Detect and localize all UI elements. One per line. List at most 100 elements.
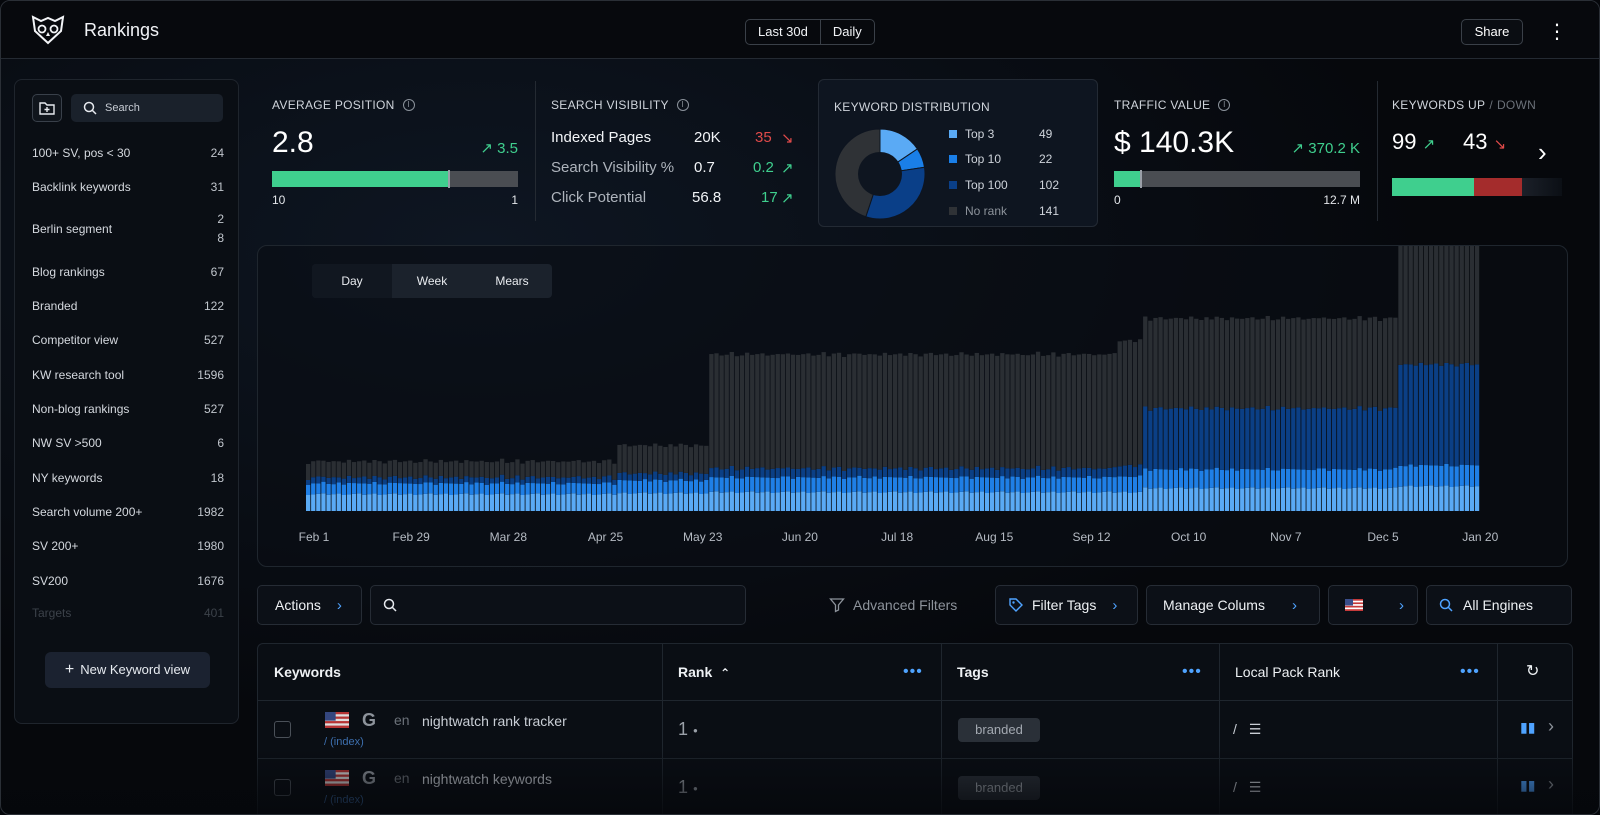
tab-mears[interactable]: Mears (495, 274, 529, 288)
chart-bar-top3 (1367, 488, 1372, 511)
more-vertical-icon[interactable]: ⋮ (1547, 21, 1567, 43)
chart-bar-top100 (566, 477, 571, 483)
chart-bar-top10 (1245, 469, 1250, 488)
chart-bar-top3 (1086, 491, 1092, 511)
column-options-icon[interactable]: ••• (1460, 663, 1480, 680)
chevron-right-icon: › (1399, 596, 1404, 614)
sidebar-item[interactable]: Branded 122 (32, 289, 224, 323)
keyword-text[interactable]: nightwatch keywords (422, 771, 552, 787)
tab-day[interactable]: Day (312, 264, 392, 298)
actions-label: Actions (275, 597, 321, 613)
chart-bar-top10 (1092, 478, 1097, 493)
chart-bar-top3 (831, 492, 837, 511)
chart-bar-top100 (923, 467, 928, 477)
chart-bar-norank (821, 352, 826, 467)
us-flag-icon (1345, 599, 1363, 611)
chart-bar-top3 (1291, 488, 1296, 511)
info-icon[interactable]: i (1218, 99, 1231, 111)
column-options-icon[interactable]: ••• (1182, 663, 1202, 680)
column-header-tags[interactable]: Tags (957, 664, 989, 680)
sidebar-item[interactable]: Blog rankings 67 (32, 254, 224, 289)
period-button[interactable]: Last 30d (758, 24, 808, 39)
chart-bar-top10 (469, 484, 474, 495)
keyword-search-input[interactable] (370, 585, 746, 625)
keyword-distribution-card[interactable]: KEYWORD DISTRIBUTION Top 3 49 Top 10 22 To… (818, 79, 1098, 227)
all-engines-selector[interactable]: All Engines (1426, 585, 1572, 625)
sidebar-item-label: NY keywords (32, 470, 103, 485)
sidebar-search-input[interactable]: Search (71, 94, 223, 122)
sidebar-item[interactable]: SV 200+ 1980 (32, 529, 224, 563)
period-selector[interactable]: Last 30d Daily (745, 19, 875, 45)
chart-bar-top100 (1265, 405, 1270, 468)
list-icon[interactable]: ☰ (1248, 721, 1262, 737)
chart-bar-norank (612, 463, 617, 480)
sidebar-item[interactable]: Competitor view 527 (32, 323, 224, 357)
sidebar-item[interactable]: KW research tool 1596 (32, 357, 224, 392)
table-row[interactable]: G en nightwatch rank tracker / (index) 1… (258, 700, 1572, 758)
chevron-right-icon[interactable]: › (1548, 774, 1554, 794)
chart-bar-top3 (637, 492, 643, 511)
chart-bar-norank (1286, 318, 1291, 409)
sidebar-item[interactable]: 100+ SV, pos < 30 24 (32, 136, 224, 170)
sort-ascending-icon[interactable]: ⌃ (720, 666, 731, 680)
country-selector[interactable]: › (1328, 585, 1418, 625)
row-checkbox[interactable] (274, 721, 291, 738)
sidebar-item[interactable]: NW SV >500 6 (32, 426, 224, 460)
chart-bar-top100 (1326, 408, 1332, 471)
sidebar-item[interactable]: Backlink keywords 31 (32, 170, 224, 204)
interval-button[interactable]: Daily (819, 20, 874, 44)
sidebar-item[interactable]: Targets 401 (32, 598, 224, 628)
chevron-right-icon: › (336, 596, 342, 614)
new-folder-button[interactable] (32, 94, 62, 122)
sidebar-item[interactable]: Search volume 200+ 1982 (32, 495, 224, 529)
keyword-url[interactable]: / (index) (324, 736, 364, 748)
advanced-filters-button[interactable]: Advanced Filters (829, 597, 957, 613)
chart-bar-top10 (1010, 476, 1015, 493)
actions-button[interactable]: Actions › (257, 585, 362, 625)
chart-bar-top3 (561, 494, 566, 511)
chart-bar-top100 (1199, 410, 1204, 471)
sidebar-item[interactable]: SV200 1676 (32, 563, 224, 598)
chart-bar-top100 (826, 470, 831, 479)
row-checkbox[interactable] (274, 779, 291, 796)
tab-week[interactable]: Week (416, 274, 448, 288)
chart-bar-top10 (944, 477, 949, 492)
bar-chart-icon[interactable]: ▮▮ (1520, 777, 1536, 793)
info-icon[interactable]: i (676, 99, 689, 111)
chart-bar-top3 (857, 491, 862, 511)
chevron-right-icon[interactable]: › (1538, 137, 1547, 167)
column-options-icon[interactable]: ••• (903, 663, 923, 680)
filter-tags-button[interactable]: Filter Tags › (995, 585, 1138, 625)
column-header-local-pack-rank[interactable]: Local Pack Rank (1235, 664, 1341, 680)
chart-bar-top10 (377, 484, 382, 495)
keyword-url[interactable]: / (index) (324, 794, 364, 806)
new-keyword-view-button[interactable]: + New Keyword view (45, 652, 210, 688)
chevron-right-icon[interactable]: › (1548, 716, 1554, 736)
chart-bar-top3 (1275, 488, 1281, 511)
sidebar-item[interactable]: Berlin segment 2 8 (32, 204, 224, 254)
manage-columns-button[interactable]: Manage Colums › (1146, 585, 1320, 625)
refresh-icon[interactable]: ↻ (1526, 663, 1540, 680)
sidebar-item-count: 24 (210, 146, 224, 160)
sidebar-item[interactable]: Non-blog rankings 527 (32, 392, 224, 426)
chart-bar-norank (775, 354, 780, 469)
chart-bar-top10 (770, 477, 775, 493)
sidebar-item[interactable]: NY keywords 18 (32, 460, 224, 495)
info-icon[interactable]: i (402, 99, 415, 111)
tag-badge[interactable]: branded (958, 718, 1040, 742)
table-row[interactable]: G en nightwatch keywords / (index) 1 ● b… (258, 758, 1572, 814)
list-icon[interactable]: ☰ (1248, 779, 1262, 795)
column-header-rank[interactable]: Rank ⌃ (678, 644, 730, 700)
bar-chart-icon[interactable]: ▮▮ (1520, 719, 1536, 735)
chart-bar-top3 (1296, 488, 1301, 511)
column-header-keywords[interactable]: Keywords (274, 664, 341, 680)
chart-bar-top100 (494, 477, 500, 484)
chart-bar-top10 (423, 482, 428, 494)
x-axis-tick-label: Feb 1 (298, 530, 330, 544)
chart-bar-top100 (1005, 468, 1010, 479)
share-button[interactable]: Share (1461, 19, 1523, 45)
keyword-text[interactable]: nightwatch rank tracker (422, 713, 567, 729)
tag-badge[interactable]: branded (958, 776, 1040, 800)
chart-bar-norank (882, 352, 888, 467)
chart-bar-top10 (1474, 465, 1480, 487)
